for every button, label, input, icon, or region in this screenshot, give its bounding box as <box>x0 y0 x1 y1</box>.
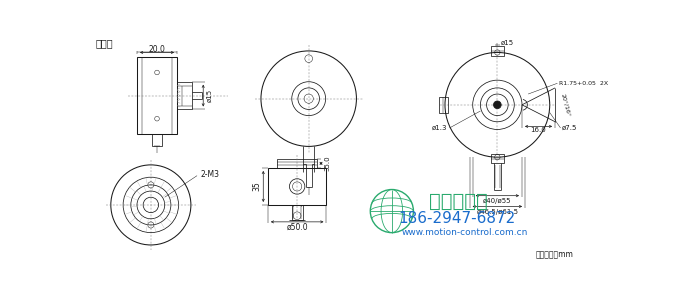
Text: ø50.0: ø50.0 <box>286 223 308 232</box>
Text: ø15: ø15 <box>501 40 514 46</box>
Bar <box>177 82 192 110</box>
Bar <box>277 159 317 168</box>
Bar <box>491 46 503 56</box>
Text: 西安德伍拓: 西安德伍拓 <box>430 192 488 210</box>
Text: 35.0: 35.0 <box>324 155 330 171</box>
Text: 20°/16°: 20°/16° <box>560 93 570 117</box>
Text: 2-M3: 2-M3 <box>200 170 219 178</box>
Text: 35: 35 <box>253 181 262 191</box>
Text: 盲孔轴: 盲孔轴 <box>95 38 113 48</box>
Text: ø46.5/ø61.5: ø46.5/ø61.5 <box>476 209 518 215</box>
Bar <box>268 168 326 205</box>
Text: ø15: ø15 <box>206 89 212 102</box>
Circle shape <box>494 101 501 109</box>
Text: www.motion-control.com.cn: www.motion-control.com.cn <box>402 228 528 237</box>
Text: 16.0: 16.0 <box>531 127 546 133</box>
Bar <box>137 57 177 134</box>
Text: ø40/ø55: ø40/ø55 <box>483 198 512 204</box>
Bar <box>439 97 448 112</box>
Text: 20.0: 20.0 <box>148 45 165 54</box>
Text: R1.75+0.05  2X: R1.75+0.05 2X <box>559 81 608 86</box>
Text: 186-2947-6872: 186-2947-6872 <box>399 211 516 226</box>
Bar <box>153 134 162 146</box>
Bar <box>292 205 302 220</box>
Text: 尺寸单位：mm: 尺寸单位：mm <box>536 250 574 260</box>
Bar <box>491 154 503 163</box>
Text: ø7.5: ø7.5 <box>562 125 578 131</box>
Text: ø1.3: ø1.3 <box>432 125 447 131</box>
